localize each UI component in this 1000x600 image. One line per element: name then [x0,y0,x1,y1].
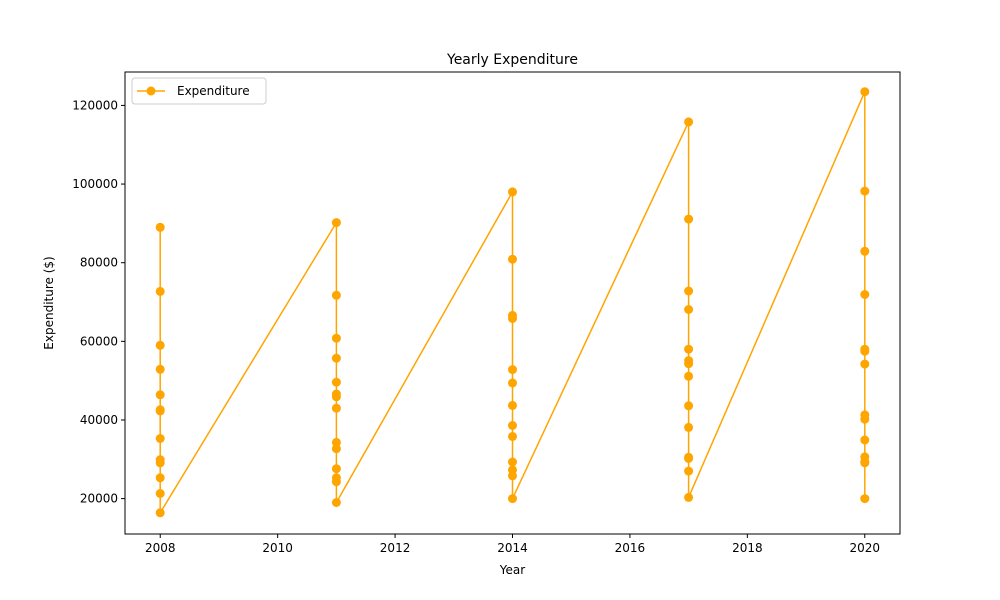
data-point [860,246,870,256]
legend: Expenditure [131,77,267,105]
data-point [331,392,341,402]
data-point [508,378,517,388]
data-point [331,498,341,507]
data-point [508,187,517,197]
data-point [155,458,165,468]
data-point [331,353,341,363]
x-tick-label: 2016 [615,541,646,555]
data-point [684,305,694,314]
data-point [155,390,165,400]
data-point [860,435,870,445]
y-axis-label: Expenditure ($) [42,256,56,349]
x-axis: 2008 2010 2012 2014 2016 2018 2020 [145,534,880,555]
data-point [508,494,517,504]
data-point [860,414,870,424]
data-point [155,434,165,443]
data-point [331,218,341,228]
data-point [684,492,694,502]
y-tick-label: 120000 [72,98,118,112]
data-point [508,457,517,467]
data-point [860,458,870,468]
x-tick-label: 2008 [145,541,176,555]
data-point [684,454,694,463]
data-point [860,346,870,356]
data-point [508,314,517,323]
data-point [331,477,341,487]
x-axis-label: Year [499,563,525,577]
y-tick-label: 40000 [80,413,118,427]
x-tick-label: 2010 [262,541,293,555]
data-point [508,400,517,410]
data-point [684,401,694,411]
data-point [331,464,341,474]
data-point [684,359,694,369]
data-point [684,344,694,354]
data-point [860,290,870,299]
data-point [508,421,517,430]
series-layer [155,87,870,518]
data-point [331,333,341,343]
data-point [684,371,694,381]
data-point [860,186,870,196]
x-tick-label: 2014 [497,541,528,555]
data-point [508,365,517,375]
data-point [155,340,165,350]
data-point [684,214,694,224]
data-point [331,403,341,413]
x-tick-label: 2012 [380,541,411,555]
data-point [155,286,165,296]
x-tick-label: 2020 [849,541,880,555]
data-point [508,432,517,441]
data-point [684,117,694,127]
legend-label: Expenditure [177,84,250,98]
y-tick-label: 20000 [80,492,118,506]
chart-title: Yearly Expenditure [446,52,578,68]
legend-marker-swatch [146,86,156,96]
data-point [155,489,165,498]
y-tick-label: 60000 [80,334,118,348]
data-point [860,87,870,97]
data-point [331,437,341,447]
data-point [860,494,870,504]
x-tick-label: 2018 [732,541,763,555]
data-point [331,377,341,387]
data-point [860,359,870,369]
data-point [155,508,165,518]
data-point [684,286,694,296]
data-point [155,222,165,232]
data-point [508,254,517,264]
data-point [331,444,341,454]
data-point [331,290,341,300]
y-tick-label: 80000 [80,256,118,270]
y-tick-label: 100000 [72,177,118,191]
legend-box [131,77,267,105]
y-axis: 20000 40000 60000 80000 100000 120000 [72,98,125,506]
data-point [155,364,165,374]
data-point [508,471,517,481]
data-point [684,422,694,432]
data-point [155,473,165,483]
data-point [684,466,694,476]
data-point [155,406,165,416]
